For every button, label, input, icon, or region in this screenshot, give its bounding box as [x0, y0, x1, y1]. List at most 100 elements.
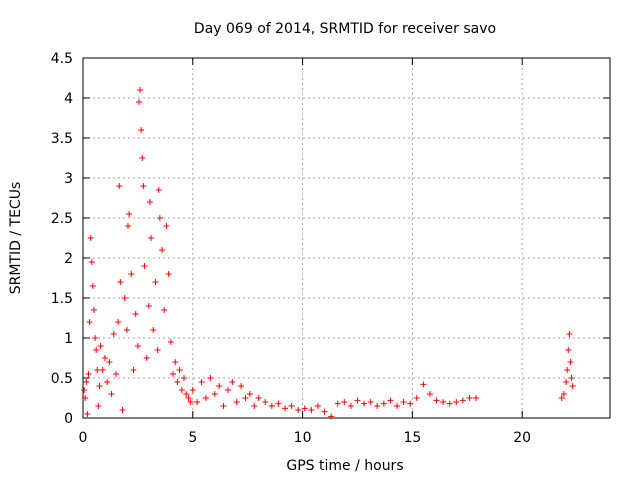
data-point	[202, 395, 209, 401]
grid	[83, 58, 610, 418]
y-tick-label: 2.5	[51, 211, 73, 227]
data-point	[135, 99, 142, 105]
data-point	[216, 383, 223, 389]
y-tick-label: 0	[64, 411, 73, 427]
data-point	[99, 367, 106, 373]
y-tick-label: 0.5	[51, 371, 73, 387]
data-point	[374, 403, 381, 409]
data-point	[89, 283, 96, 289]
x-axis: 0 5 10 15 20	[79, 58, 531, 446]
y-tick-label: 4.5	[51, 51, 73, 67]
data-point	[90, 307, 97, 313]
data-point	[134, 343, 141, 349]
data-point	[163, 223, 170, 229]
data-point	[145, 303, 152, 309]
data-point	[143, 355, 150, 361]
data-point	[440, 399, 447, 405]
data-point	[246, 391, 253, 397]
data-point	[308, 407, 315, 413]
data-point	[104, 379, 111, 385]
data-point	[433, 397, 440, 404]
data-point	[159, 247, 166, 253]
data-point	[170, 371, 177, 377]
data-point	[453, 399, 460, 405]
data-point	[101, 355, 108, 361]
data-point	[132, 311, 139, 317]
data-point	[165, 271, 172, 277]
data-point	[185, 395, 192, 401]
data-point	[473, 395, 480, 401]
data-point	[224, 387, 231, 393]
x-tick-label: 20	[513, 430, 531, 446]
data-point	[207, 375, 214, 381]
data-point	[568, 375, 575, 381]
x-tick-label: 0	[79, 430, 88, 446]
data-point	[156, 215, 163, 221]
data-point	[123, 327, 130, 333]
data-point	[88, 259, 95, 265]
data-point	[238, 383, 245, 389]
data-point	[119, 407, 126, 413]
data-point	[125, 223, 132, 229]
y-axis: 0 0.5 1 1.5 2 2.5 3 3.5 4 4.5	[51, 51, 610, 427]
data-point	[407, 400, 414, 407]
data-point	[116, 183, 123, 189]
data-point	[341, 399, 348, 405]
data-point	[566, 331, 573, 337]
data-point	[92, 335, 99, 341]
data-point	[108, 391, 115, 397]
chart-title: Day 069 of 2014, SRMTID for receiver sav…	[194, 21, 496, 37]
data-point	[154, 347, 161, 353]
data-point	[569, 383, 576, 389]
data-points	[81, 87, 576, 420]
data-point	[110, 331, 117, 337]
data-point	[426, 391, 433, 397]
data-point	[321, 408, 328, 415]
data-point	[167, 339, 174, 345]
data-point	[126, 211, 133, 217]
data-point	[387, 397, 394, 404]
data-point	[97, 343, 104, 349]
data-point	[394, 403, 401, 409]
data-point	[459, 397, 466, 404]
data-point	[95, 403, 102, 409]
data-point	[262, 399, 269, 405]
data-point	[189, 387, 196, 393]
data-point	[288, 403, 295, 409]
data-point	[334, 400, 341, 407]
data-point	[558, 395, 565, 401]
x-tick-label: 15	[403, 430, 421, 446]
data-point	[328, 413, 335, 420]
data-point	[242, 395, 249, 401]
data-point	[148, 235, 155, 241]
x-tick-label: 5	[188, 430, 197, 446]
data-point	[94, 367, 101, 373]
data-point	[211, 391, 218, 397]
data-point	[251, 403, 258, 409]
data-point	[139, 155, 146, 161]
data-point	[301, 405, 308, 412]
data-point	[87, 235, 94, 241]
data-point	[198, 379, 205, 385]
data-point	[367, 399, 374, 405]
data-point	[183, 391, 190, 397]
data-point	[564, 367, 571, 373]
y-tick-label: 4	[64, 91, 73, 107]
data-point	[233, 399, 240, 405]
data-point	[82, 395, 89, 401]
data-point	[128, 271, 135, 277]
data-point	[112, 371, 119, 377]
data-point	[413, 395, 420, 401]
data-point	[150, 327, 157, 333]
data-point	[176, 367, 183, 373]
x-axis-label: GPS time / hours	[286, 458, 403, 474]
data-point	[361, 400, 368, 407]
data-point	[187, 399, 194, 405]
data-point	[138, 127, 145, 133]
data-point	[106, 359, 113, 365]
y-tick-label: 3	[64, 171, 73, 187]
data-point	[466, 395, 473, 401]
data-point	[400, 399, 407, 405]
